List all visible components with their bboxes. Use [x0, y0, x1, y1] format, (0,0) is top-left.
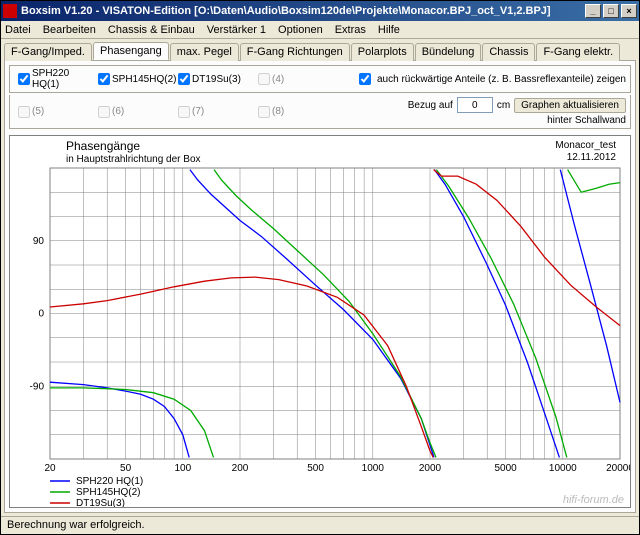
update-graph-button[interactable]: Graphen aktualisieren: [514, 98, 626, 113]
check-rear[interactable]: [359, 73, 371, 85]
menu-bearbeiten[interactable]: Bearbeiten: [43, 24, 96, 36]
check-c2-label: SPH145HQ(2): [112, 74, 176, 85]
tab-panel: SPH220 HQ(1) SPH145HQ(2) DT19Su(3) (4) a…: [4, 60, 636, 513]
menu-chassis-einbau[interactable]: Chassis & Einbau: [108, 24, 195, 36]
bezug-label1: Bezug auf: [408, 100, 453, 111]
menu-extras[interactable]: Extras: [335, 24, 366, 36]
svg-text:90: 90: [33, 236, 45, 247]
check-c3[interactable]: DT19Su(3): [174, 70, 254, 88]
svg-text:Phasengänge: Phasengänge: [66, 139, 140, 153]
tab-max-pegel[interactable]: max. Pegel: [170, 43, 239, 61]
svg-text:Monacor_test: Monacor_test: [555, 140, 616, 151]
svg-text:50: 50: [120, 463, 132, 474]
status-bar: Berechnung war erfolgreich.: [1, 516, 639, 534]
svg-text:0: 0: [38, 309, 44, 320]
check-c5-label: (5): [32, 106, 44, 117]
window-title: Boxsim V1.20 - VISATON-Edition [O:\Daten…: [21, 5, 585, 17]
svg-text:2000: 2000: [419, 463, 442, 474]
tab-chassis[interactable]: Chassis: [482, 43, 535, 61]
check-c7[interactable]: (7): [174, 103, 254, 121]
minimize-button[interactable]: _: [585, 4, 601, 18]
window-titlebar: Boxsim V1.20 - VISATON-Edition [O:\Daten…: [1, 1, 639, 21]
check-c3-label: DT19Su(3): [192, 74, 241, 85]
svg-text:SPH145HQ(2): SPH145HQ(2): [76, 487, 140, 498]
bezug-input[interactable]: [457, 97, 493, 113]
svg-text:10000: 10000: [549, 463, 577, 474]
check-c2[interactable]: SPH145HQ(2): [94, 70, 174, 88]
menu-optionen[interactable]: Optionen: [278, 24, 323, 36]
app-icon: [3, 4, 17, 18]
check-c4[interactable]: (4): [254, 70, 284, 88]
menu-datei[interactable]: Datei: [5, 24, 31, 36]
tab-strip: F-Gang/Imped. Phasengang max. Pegel F-Ga…: [1, 39, 639, 60]
check-c8-label: (8): [272, 106, 284, 117]
svg-text:12.11.2012: 12.11.2012: [567, 152, 617, 163]
tab-buendelung[interactable]: Bündelung: [415, 43, 482, 61]
check-c6-label: (6): [112, 106, 124, 117]
menu-bar: Datei Bearbeiten Chassis & Einbau Verstä…: [1, 21, 639, 39]
maximize-button[interactable]: □: [603, 4, 619, 18]
tab-fgang-imped[interactable]: F-Gang/Imped.: [4, 43, 92, 61]
series-select-row: SPH220 HQ(1) SPH145HQ(2) DT19Su(3) (4) a…: [9, 65, 631, 93]
check-c4-label: (4): [272, 74, 284, 85]
svg-text:100: 100: [174, 463, 191, 474]
check-c5[interactable]: (5): [14, 103, 94, 121]
chart-area: 20 50 100 200 500 1000 2000 5000 10000 20000 -90 0 9…: [9, 135, 631, 508]
check-c6[interactable]: (6): [94, 103, 174, 121]
series-select-row2: (5) (6) (7) (8) Bezug auf cm Graphen akt…: [9, 95, 631, 129]
bezug-label3: hinter Schallwand: [547, 115, 626, 126]
svg-text:SPH220 HQ(1): SPH220 HQ(1): [76, 476, 143, 487]
check-rear-label: auch rückwärtige Anteile (z. B. Bassrefl…: [377, 74, 626, 85]
phase-chart: 20 50 100 200 500 1000 2000 5000 10000 20000 -90 0 9…: [10, 136, 630, 507]
svg-text:200: 200: [232, 463, 249, 474]
tab-phasengang[interactable]: Phasengang: [93, 42, 169, 60]
menu-hilfe[interactable]: Hilfe: [378, 24, 400, 36]
svg-text:in Hauptstrahlrichtung der Box: in Hauptstrahlrichtung der Box: [66, 154, 201, 165]
svg-text:hifi-forum.de: hifi-forum.de: [563, 494, 624, 506]
tab-polarplots[interactable]: Polarplots: [351, 43, 414, 61]
check-c8[interactable]: (8): [254, 103, 284, 121]
close-button[interactable]: ×: [621, 4, 637, 18]
svg-text:5000: 5000: [494, 463, 517, 474]
check-c1[interactable]: SPH220 HQ(1): [14, 68, 94, 90]
svg-text:20000: 20000: [606, 463, 630, 474]
svg-text:1000: 1000: [362, 463, 385, 474]
tab-fgang-richtungen[interactable]: F-Gang Richtungen: [240, 43, 350, 61]
svg-text:20: 20: [44, 463, 56, 474]
check-c7-label: (7): [192, 106, 204, 117]
svg-text:DT19Su(3): DT19Su(3): [76, 498, 125, 507]
tab-fgang-elektr[interactable]: F-Gang elektr.: [536, 43, 620, 61]
svg-text:-90: -90: [30, 381, 45, 392]
menu-verstaerker1[interactable]: Verstärker 1: [207, 24, 266, 36]
bezug-label2: cm: [497, 100, 510, 111]
check-c1-label: SPH220 HQ(1): [32, 68, 94, 90]
status-text: Berechnung war erfolgreich.: [7, 519, 145, 531]
svg-text:500: 500: [307, 463, 324, 474]
